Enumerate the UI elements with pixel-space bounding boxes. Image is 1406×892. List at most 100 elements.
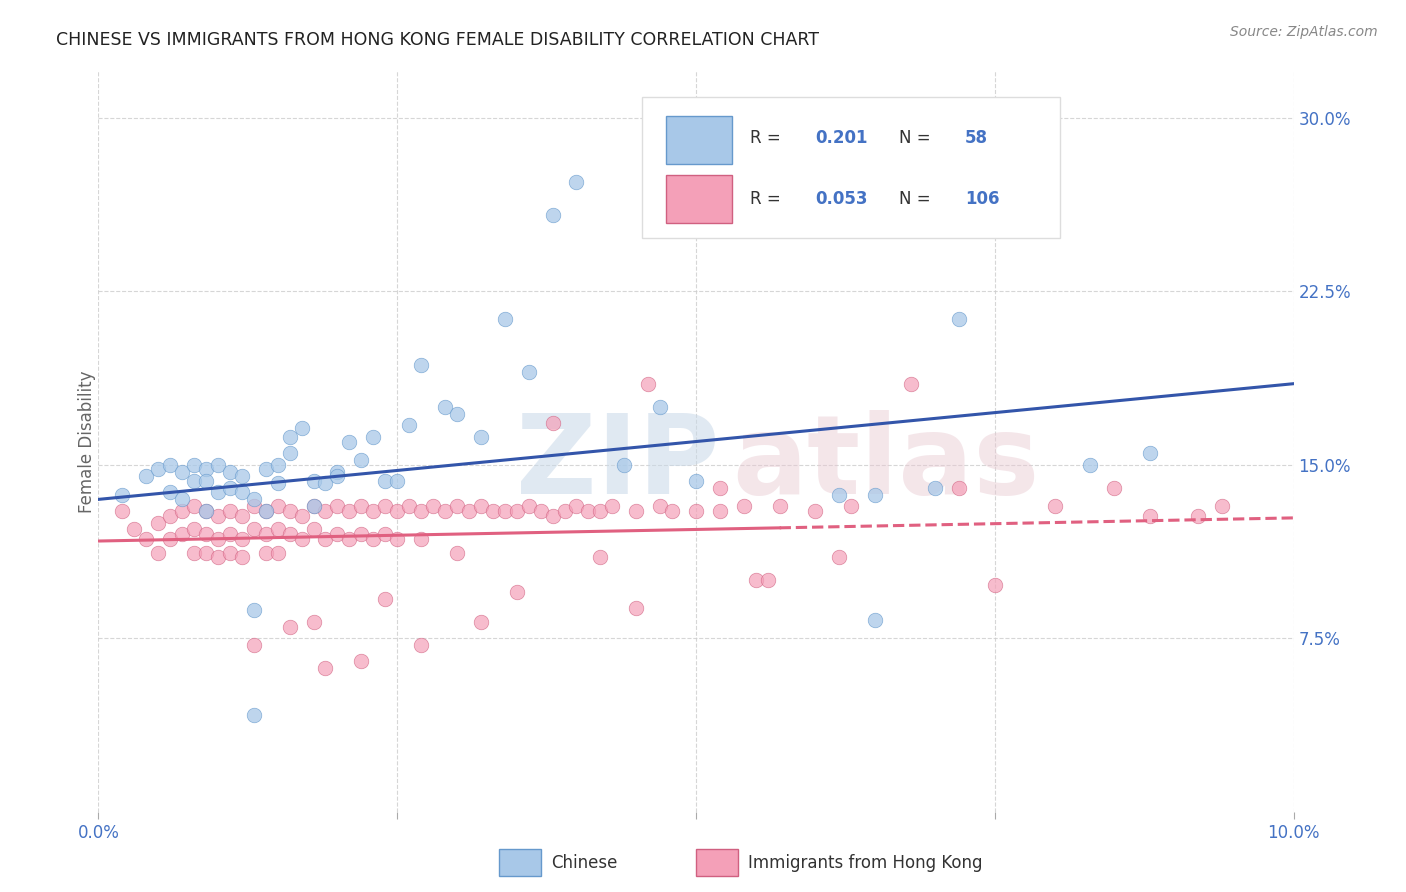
Point: [374, 591, 396, 606]
Point: [637, 376, 659, 391]
Text: Immigrants from Hong Kong: Immigrants from Hong Kong: [748, 854, 983, 871]
Point: [398, 500, 420, 514]
Text: Chinese: Chinese: [551, 854, 617, 871]
Point: [602, 500, 624, 514]
Point: [183, 500, 205, 514]
Point: [626, 601, 648, 615]
Point: [183, 523, 205, 537]
Point: [231, 508, 253, 523]
Point: [291, 508, 314, 523]
Point: [183, 458, 205, 472]
Point: [207, 485, 229, 500]
Point: [254, 504, 277, 518]
Point: [243, 500, 266, 514]
Point: [135, 532, 157, 546]
Point: [470, 430, 492, 444]
Point: [470, 615, 492, 629]
Point: [291, 532, 314, 546]
Point: [948, 481, 970, 495]
Point: [411, 504, 433, 518]
Point: [207, 532, 229, 546]
Point: [219, 527, 242, 541]
Point: [685, 474, 707, 488]
Point: [243, 603, 266, 617]
Point: [745, 574, 768, 588]
Point: [422, 500, 444, 514]
Point: [1139, 446, 1161, 460]
Point: [541, 208, 564, 222]
Point: [554, 504, 576, 518]
Point: [219, 504, 242, 518]
Point: [721, 118, 744, 132]
Point: [195, 504, 218, 518]
Point: [326, 527, 349, 541]
Point: [219, 481, 242, 495]
Point: [578, 504, 600, 518]
Point: [363, 532, 385, 546]
Point: [135, 469, 157, 483]
Point: [841, 500, 863, 514]
Point: [374, 527, 396, 541]
Point: [219, 465, 242, 479]
Point: [984, 578, 1007, 592]
Point: [207, 508, 229, 523]
Point: [517, 500, 540, 514]
Point: [278, 430, 301, 444]
Point: [411, 532, 433, 546]
Point: [267, 523, 290, 537]
Point: [183, 545, 205, 560]
Point: [326, 469, 349, 483]
Point: [278, 504, 301, 518]
Point: [315, 532, 337, 546]
Point: [172, 492, 194, 507]
Point: [470, 500, 492, 514]
Text: ZIP: ZIP: [516, 410, 720, 517]
Point: [1043, 500, 1066, 514]
Point: [541, 416, 564, 430]
Point: [315, 504, 337, 518]
Point: [267, 476, 290, 491]
Text: N =: N =: [900, 191, 936, 209]
Point: [231, 485, 253, 500]
Point: [446, 545, 468, 560]
Point: [195, 504, 218, 518]
Point: [124, 523, 146, 537]
Point: [363, 430, 385, 444]
Point: [482, 504, 505, 518]
Point: [494, 504, 516, 518]
Point: [613, 458, 636, 472]
Point: [302, 500, 325, 514]
Point: [148, 516, 170, 530]
Point: [411, 638, 433, 652]
Point: [231, 550, 253, 565]
Point: [254, 527, 277, 541]
Point: [363, 504, 385, 518]
Point: [900, 376, 922, 391]
Point: [1104, 481, 1126, 495]
Point: [148, 545, 170, 560]
Point: [195, 462, 218, 476]
Point: [626, 504, 648, 518]
Point: [243, 492, 266, 507]
Point: [804, 504, 827, 518]
Point: [650, 500, 672, 514]
Point: [315, 476, 337, 491]
Point: [254, 545, 277, 560]
Point: [148, 462, 170, 476]
Point: [385, 504, 409, 518]
Text: 58: 58: [965, 129, 988, 147]
Text: atlas: atlas: [733, 410, 1039, 517]
Point: [517, 365, 540, 379]
Point: [924, 481, 946, 495]
Point: [530, 504, 553, 518]
Point: [278, 446, 301, 460]
Point: [589, 504, 612, 518]
Point: [865, 488, 887, 502]
Point: [267, 458, 290, 472]
Point: [159, 485, 181, 500]
Point: [446, 500, 468, 514]
Point: [339, 434, 361, 449]
Point: [434, 504, 457, 518]
Point: [385, 474, 409, 488]
Point: [374, 474, 396, 488]
